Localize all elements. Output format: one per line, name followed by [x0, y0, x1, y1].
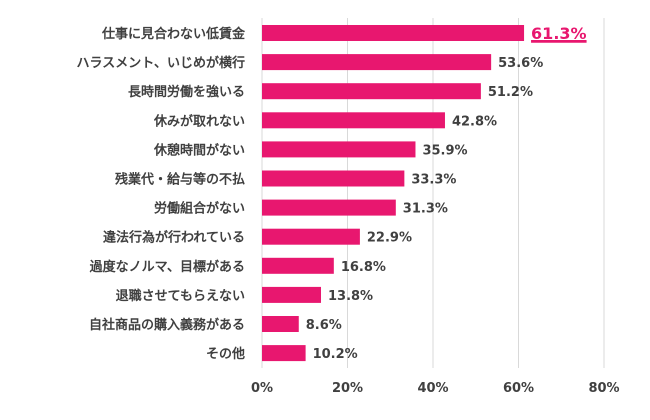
- x-tick-label: 80%: [588, 381, 619, 396]
- bar: [262, 83, 481, 100]
- category-label: 仕事に見合わない低賃金: [101, 26, 246, 42]
- bar: [262, 228, 360, 245]
- x-axis-ticks: 0% 20% 40% 60% 80%: [251, 381, 620, 396]
- bar: [262, 199, 396, 216]
- category-label: 自社商品の購入義務がある: [89, 317, 245, 333]
- bar: [262, 257, 334, 274]
- bar: [262, 25, 525, 41]
- value-label: 33.3%: [411, 173, 456, 188]
- category-label: 退職させてもらえない: [116, 288, 245, 304]
- x-tick-label: 60%: [503, 381, 534, 396]
- category-label: 休みが取れない: [153, 113, 245, 129]
- category-label: 残業代・給与等の不払: [115, 172, 245, 188]
- bar: [262, 316, 299, 332]
- value-label: 10.2%: [313, 347, 358, 362]
- category-label: 労働組合がない: [154, 201, 245, 217]
- category-label: その他: [206, 346, 245, 362]
- bar: [262, 141, 416, 158]
- value-label: 31.3%: [403, 202, 448, 217]
- bars-layer: [262, 25, 525, 362]
- bar: [262, 54, 492, 71]
- bar: [262, 170, 405, 187]
- category-label: 違法行為が行われている: [103, 230, 245, 246]
- value-label: 16.8%: [341, 260, 386, 275]
- value-label: 22.9%: [367, 231, 412, 246]
- bar: [262, 345, 306, 362]
- highlighted-value-label: 61.3%: [531, 24, 587, 43]
- x-tick-label: 0%: [251, 381, 273, 396]
- category-label: 休憩時間がない: [153, 142, 245, 158]
- grid-layer: [261, 18, 605, 368]
- value-label: 51.2%: [488, 85, 533, 100]
- x-tick-label: 20%: [332, 381, 363, 396]
- value-label: 53.6%: [498, 56, 543, 71]
- x-tick-label: 40%: [417, 381, 448, 396]
- category-label: ハラスメント、いじめが横行: [77, 55, 245, 71]
- value-label: 13.8%: [328, 289, 373, 304]
- category-label: 過度なノルマ、目標がある: [89, 259, 245, 275]
- value-label: 42.8%: [452, 114, 497, 129]
- bar: [262, 112, 445, 129]
- value-label: 8.6%: [306, 318, 342, 333]
- labels-layer: 仕事に見合わない低賃金 61.3% ハラスメント、いじめが横行 53.6% 長時間労働を…: [77, 24, 587, 362]
- bar: [262, 286, 321, 303]
- value-label: 35.9%: [422, 143, 467, 158]
- category-label: 長時間労働を強いる: [128, 84, 245, 100]
